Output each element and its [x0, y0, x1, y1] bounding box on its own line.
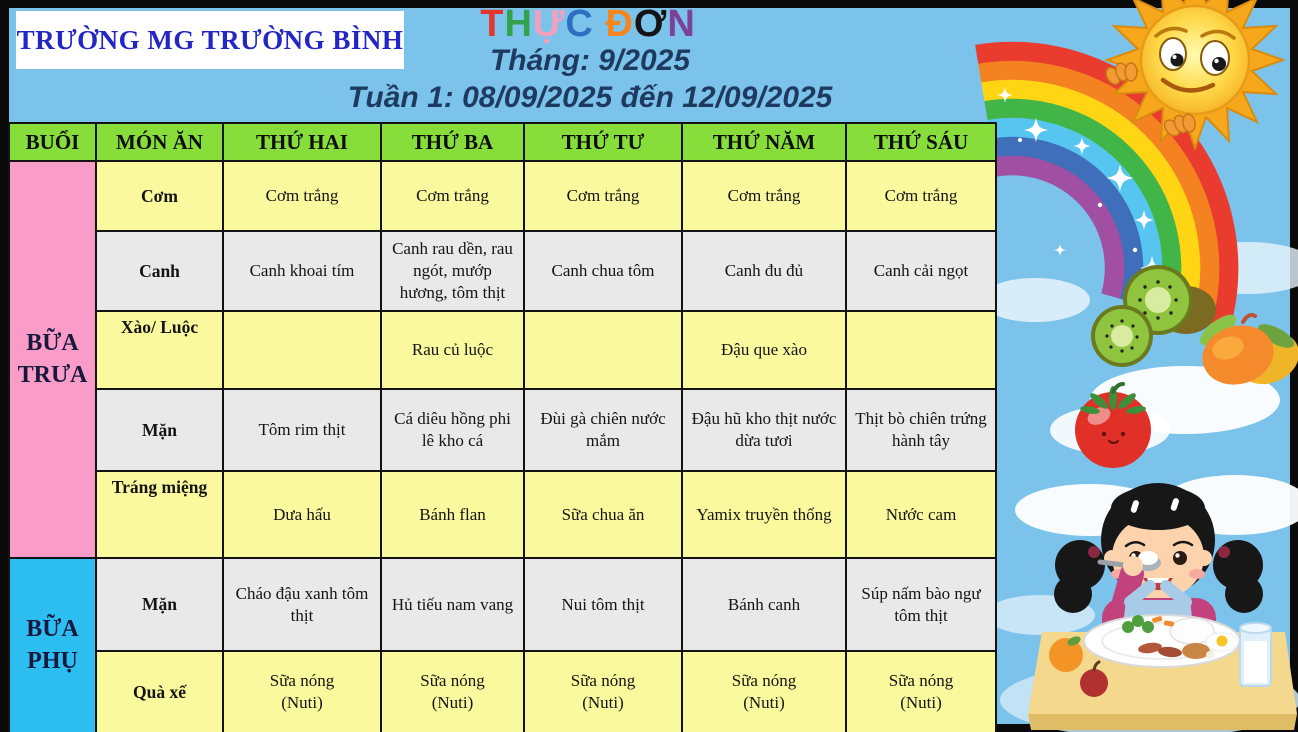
column-header: MÓN ĂN — [95, 122, 224, 162]
menu-body: BỮA TRƯA Cơm Cơm trắng Cơm trắng Cơm trắng Cơ… — [8, 160, 997, 732]
dish-type-label: Cơm — [95, 160, 224, 232]
menu-table: BUỔI MÓN ĂN THỨ HAI THỨ BA THỨ TƯ THỨ NĂM THỨ … — [8, 122, 997, 732]
menu-row: BỮA PHỤ Mặn Cháo đậu xanh tôm thịt Hủ tiếu … — [8, 557, 997, 732]
menu-item-cell: Canh rau dền, rau ngót, mướp hương, tôm … — [380, 230, 525, 312]
title-letter: Đ — [605, 3, 634, 45]
meal-section-lunch: BỮA TRƯA — [8, 160, 97, 559]
menu-item-cell: Cơm trắng — [523, 160, 683, 232]
menu-item-cell: Cơm trắng — [380, 160, 525, 232]
dish-type-label: Mặn — [95, 388, 224, 472]
title-letter — [594, 3, 606, 45]
menu-header-row: BUỔI MÓN ĂN THỨ HAI THỨ BA THỨ TƯ THỨ NĂM THỨ … — [8, 122, 997, 162]
dish-type-label: Quà xế — [95, 650, 224, 732]
menu-title: THỰC ĐƠN — [388, 3, 788, 46]
title-letter: Ơ — [633, 3, 668, 45]
column-header: BUỔI — [8, 122, 97, 162]
dish-type-label: Xào/ Luộc — [95, 310, 224, 390]
meal-section-snack: BỮA PHỤ — [8, 557, 97, 732]
menu-item-cell: Cơm trắng — [681, 160, 847, 232]
column-header: THỨ HAI — [222, 122, 382, 162]
title-letter: H — [504, 3, 533, 45]
menu-item-cell: Thịt bò chiên trứng hành tây — [845, 388, 997, 472]
menu-item-cell: Tôm rim thịt — [222, 388, 382, 472]
menu-item-cell — [523, 310, 683, 390]
menu-item-cell: Nui tôm thịt — [523, 557, 683, 652]
menu-item-cell: Sữa chua ăn — [523, 470, 683, 559]
menu-row: Canh Canh khoai tím Canh rau dền, rau ngót… — [9, 230, 997, 312]
menu-item-cell: Nước cam — [845, 470, 997, 559]
menu-item-cell: Bánh canh — [681, 557, 847, 652]
title-letter: T — [480, 3, 505, 45]
menu-item-cell: Sữa nóng (Nuti) — [523, 650, 683, 732]
menu-item-cell: Sữa nóng (Nuti) — [380, 650, 525, 732]
menu-item-cell: Canh chua tôm — [523, 230, 683, 312]
menu-item-cell: Canh đu đủ — [681, 230, 847, 312]
column-header: THỨ SÁU — [845, 122, 997, 162]
week-line: Tuần 1: 08/09/2025 đến 12/09/2025 — [347, 81, 833, 114]
menu-item-cell: Cơm trắng — [845, 160, 997, 232]
month-line: Tháng: 9/2025 — [489, 44, 691, 77]
menu-item-cell: Bánh flan — [380, 470, 525, 559]
menu-item-cell: Đùi gà chiên nước mắm — [523, 388, 683, 472]
menu-item-cell: Súp nấm bào ngư tôm thịt — [845, 557, 997, 652]
menu-item-cell: Cháo đậu xanh tôm thịt — [222, 557, 382, 652]
menu-item-cell: Hủ tiếu nam vang — [380, 557, 525, 652]
menu-item-cell — [222, 310, 382, 390]
menu-item-cell: Yamix truyền thống — [681, 470, 847, 559]
column-header: THỨ BA — [380, 122, 525, 162]
menu-item-cell: Cá diêu hồng phi lê kho cá — [380, 388, 525, 472]
menu-row: Mặn Tôm rim thịt Cá diêu hồng phi lê kho c… — [9, 388, 997, 472]
menu-item-cell: Đậu que xào — [681, 310, 847, 390]
school-name: TRƯỜNG MG TRƯỜNG BÌNH — [16, 24, 404, 55]
menu-row: BỮA TRƯA Cơm Cơm trắng Cơm trắng Cơm trắng Cơ… — [8, 160, 997, 559]
menu-item-cell: Rau củ luộc — [380, 310, 525, 390]
menu-item-cell: Sữa nóng (Nuti) — [222, 650, 382, 732]
menu-item-cell: Cơm trắng — [222, 160, 382, 232]
column-header: THỨ NĂM — [681, 122, 847, 162]
dish-type-label: Mặn — [95, 557, 224, 652]
menu-row: Quà xế Sữa nóng (Nuti) Sữa nóng (Nuti) Sữa … — [9, 650, 997, 732]
menu-row: Xào/ Luộc Rau củ luộc Đậu que xào — [9, 310, 997, 390]
dish-type-label: Tráng miệng — [95, 470, 224, 559]
menu-item-cell: Sữa nóng (Nuti) — [681, 650, 847, 732]
title-letter: N — [667, 3, 696, 45]
menu-row: Tráng miệng Dưa hấu Bánh flan Sữa chua ăn Ya… — [9, 470, 997, 559]
school-name-box: TRƯỜNG MG TRƯỜNG BÌNH — [16, 11, 404, 69]
menu-item-cell: Canh cải ngọt — [845, 230, 997, 312]
column-header: THỨ TƯ — [523, 122, 683, 162]
title-letter: Ự — [532, 3, 566, 45]
menu-item-cell — [845, 310, 997, 390]
menu-item-cell: Canh khoai tím — [222, 230, 382, 312]
title-letter: C — [565, 3, 594, 45]
menu-item-cell: Đậu hũ kho thịt nước dừa tươi — [681, 388, 847, 472]
dish-type-label: Canh — [95, 230, 224, 312]
menu-item-cell: Dưa hấu — [222, 470, 382, 559]
menu-item-cell: Sữa nóng (Nuti) — [845, 650, 997, 732]
